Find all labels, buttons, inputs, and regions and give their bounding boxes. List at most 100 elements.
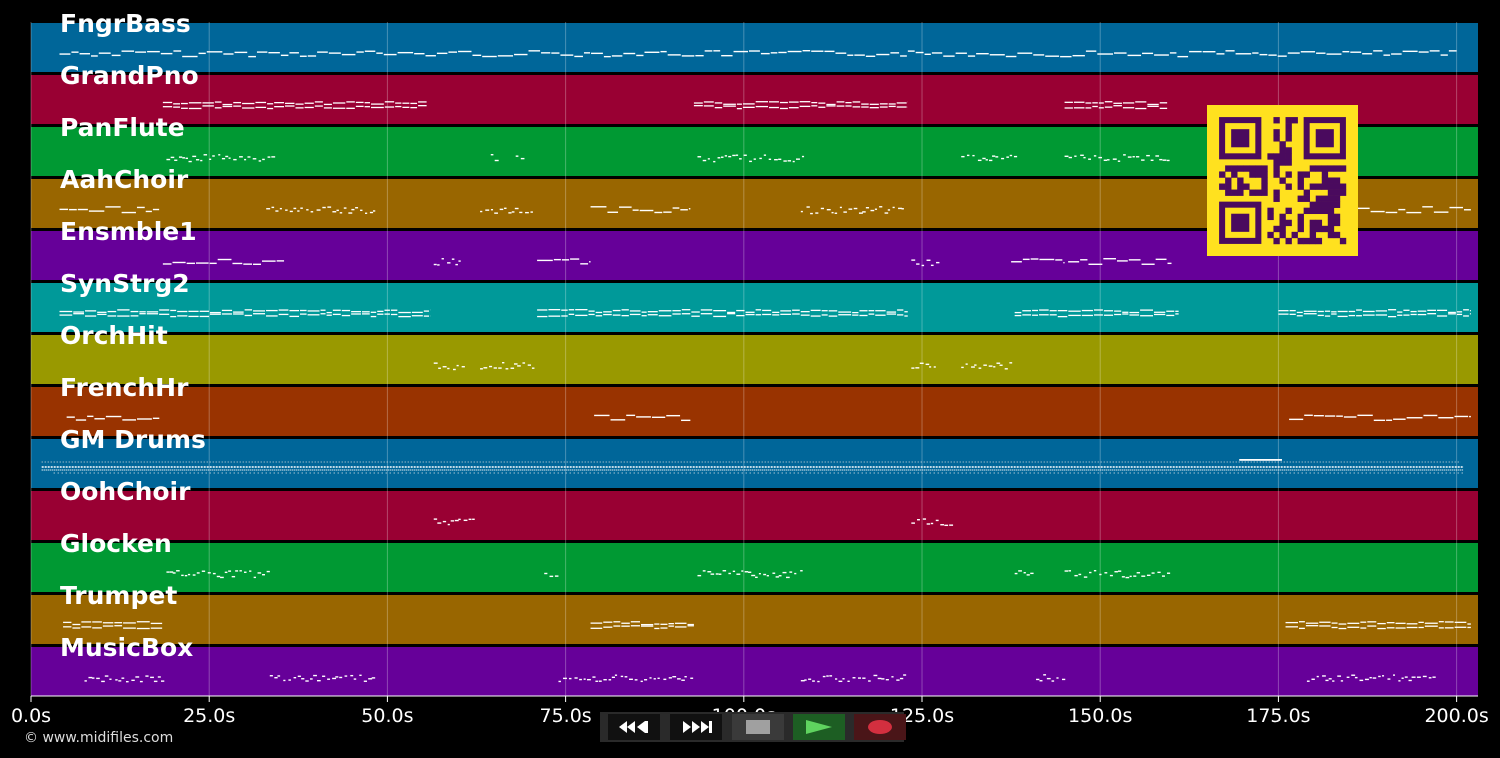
fast-forward-button[interactable] xyxy=(670,714,722,740)
note xyxy=(640,680,643,683)
note xyxy=(243,263,253,265)
note xyxy=(136,621,150,623)
note xyxy=(558,680,561,683)
note xyxy=(1023,572,1026,574)
qr-finder xyxy=(1231,213,1250,232)
note xyxy=(198,52,206,55)
note xyxy=(351,313,361,315)
note xyxy=(411,315,423,317)
note xyxy=(101,680,105,683)
note xyxy=(551,52,560,54)
note xyxy=(274,102,285,104)
note xyxy=(111,54,121,57)
note xyxy=(660,627,668,629)
note xyxy=(1068,314,1081,317)
note xyxy=(97,313,107,316)
note xyxy=(595,311,603,314)
note xyxy=(279,207,282,210)
note xyxy=(885,679,889,681)
note xyxy=(915,367,920,369)
note xyxy=(1114,310,1122,312)
note xyxy=(879,206,883,208)
qr-module xyxy=(1267,207,1274,215)
note xyxy=(611,55,623,57)
note xyxy=(774,158,778,161)
note xyxy=(1103,159,1108,161)
note xyxy=(611,676,616,679)
qr-module xyxy=(1339,237,1347,245)
track-label: GM Drums xyxy=(60,425,206,454)
note xyxy=(728,155,732,158)
note xyxy=(861,106,869,108)
qr-module xyxy=(1321,207,1329,215)
note xyxy=(271,206,275,209)
note xyxy=(209,158,212,160)
note xyxy=(304,106,314,109)
note xyxy=(372,210,376,212)
note xyxy=(186,262,195,265)
note xyxy=(513,363,518,365)
note xyxy=(641,315,647,317)
note xyxy=(1113,102,1122,104)
note xyxy=(1064,101,1073,103)
note xyxy=(162,263,172,265)
note xyxy=(574,55,583,58)
record-button[interactable] xyxy=(854,714,906,740)
note xyxy=(1362,314,1375,316)
note xyxy=(121,50,135,52)
note xyxy=(1123,154,1126,156)
note xyxy=(810,315,821,317)
note xyxy=(242,107,255,109)
note xyxy=(1014,314,1022,317)
note xyxy=(775,576,779,578)
note xyxy=(332,102,346,104)
note xyxy=(896,102,907,104)
note xyxy=(360,209,363,212)
note xyxy=(1469,313,1471,315)
note xyxy=(1116,260,1128,262)
note xyxy=(1316,675,1319,678)
note xyxy=(288,679,291,681)
qr-module xyxy=(1297,195,1304,202)
note xyxy=(1343,416,1357,418)
note xyxy=(799,105,811,108)
qr-module xyxy=(1243,165,1250,172)
note xyxy=(1313,414,1324,417)
rewind-button[interactable] xyxy=(608,714,660,740)
note xyxy=(1125,576,1130,579)
note xyxy=(821,310,828,312)
track-label: Trumpet xyxy=(60,581,178,610)
note xyxy=(153,680,158,683)
qr-module xyxy=(1255,165,1262,172)
note xyxy=(252,158,257,160)
note xyxy=(216,575,221,578)
note xyxy=(636,416,651,418)
note xyxy=(289,210,293,213)
note xyxy=(603,621,613,623)
note xyxy=(505,368,509,370)
stop-button[interactable] xyxy=(732,714,784,740)
note xyxy=(1039,680,1043,682)
note xyxy=(1006,156,1009,158)
note xyxy=(170,315,177,318)
note xyxy=(235,570,239,572)
note xyxy=(904,315,908,317)
note xyxy=(788,101,799,103)
note xyxy=(718,573,722,575)
note xyxy=(59,53,71,55)
note xyxy=(1151,572,1155,574)
note xyxy=(159,309,170,311)
note xyxy=(320,309,326,311)
play-button[interactable] xyxy=(793,714,845,740)
qr-module xyxy=(1279,177,1286,184)
note xyxy=(448,51,458,53)
note xyxy=(1128,259,1141,261)
note xyxy=(1177,55,1189,58)
note xyxy=(1362,310,1375,313)
note xyxy=(1135,156,1140,158)
note xyxy=(176,570,180,572)
note xyxy=(320,313,326,315)
note xyxy=(1388,315,1397,318)
qr-module xyxy=(1279,141,1286,148)
